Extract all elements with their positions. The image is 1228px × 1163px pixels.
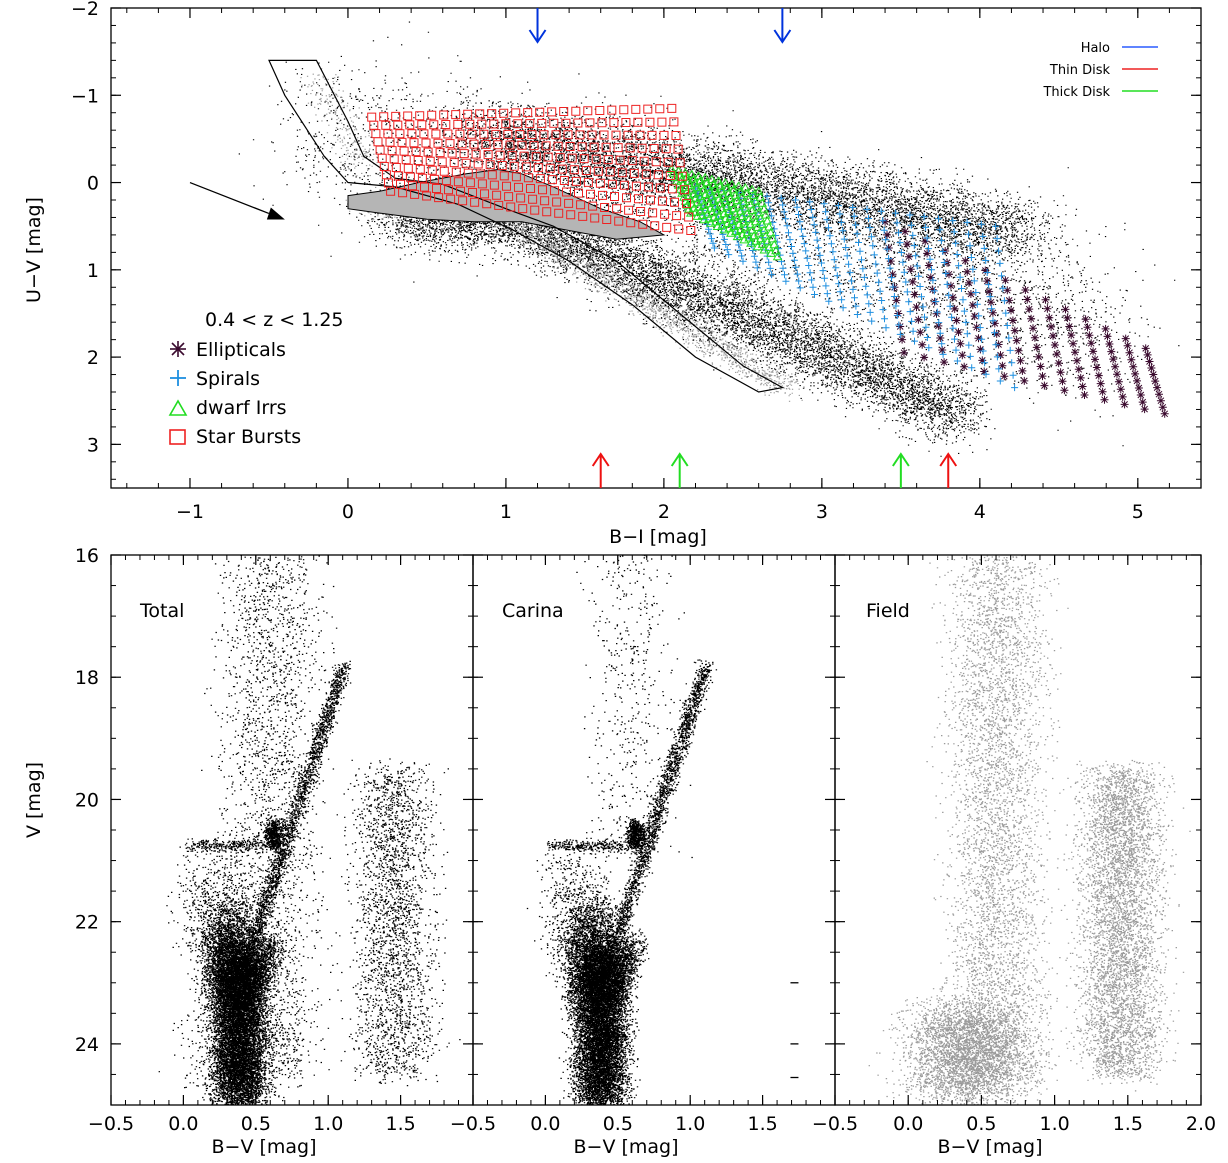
- top-x-tick-label: 0: [342, 501, 354, 523]
- top-y-tick-label: 2: [87, 347, 99, 369]
- field-panel-scatter: [869, 543, 1191, 1120]
- carina-x-tick-label: 1.5: [747, 1113, 777, 1135]
- total-x-tick-label: 0.0: [168, 1113, 198, 1135]
- legend-dwarf-irrs-label: dwarf Irrs: [196, 397, 287, 419]
- legend-dwarf-irrs-marker: [170, 401, 186, 415]
- reddening-vector-line: [190, 183, 269, 214]
- bottom-population-arrow: [893, 454, 909, 488]
- field-x-tick-label: 1.5: [1113, 1113, 1143, 1135]
- carina-x-axis-label: B−V [mag]: [573, 1136, 678, 1158]
- total-x-tick-label: 1.5: [385, 1113, 415, 1135]
- top-y-tick-label: 3: [87, 434, 99, 456]
- top-x-tick-label: 4: [974, 501, 986, 523]
- legend-thick-disk-label: Thick Disk: [1042, 85, 1110, 100]
- top-x-tick-label: 3: [816, 501, 828, 523]
- legend-ellipticals-marker: [170, 341, 186, 357]
- field-star-points: [869, 543, 1191, 1120]
- total-x-tick-label: −0.5: [88, 1113, 134, 1135]
- legend-spirals-label: Spirals: [196, 368, 260, 390]
- top-panel-data-layer: [239, 0, 1180, 457]
- bottom-panels-colour-magnitude-diagrams: −0.5 0.0 0.5 1.0 1.5 −0.5 0.0 0.5 1.0 1.5 −0.5 0.0 0…: [23, 543, 1216, 1158]
- top-population-arrow: [774, 8, 790, 42]
- total-x-tick-label: 1.0: [313, 1113, 343, 1135]
- legend-halo-label: Halo: [1081, 41, 1110, 56]
- bottom-y-tick-label: 22: [75, 912, 99, 934]
- total-panel-scatter: [159, 548, 461, 1127]
- top-annotations: [190, 8, 956, 488]
- legend-ellipticals-label: Ellipticals: [196, 339, 286, 361]
- redshift-annotation: 0.4 < z < 1.25: [205, 309, 344, 331]
- carina-x-tick-label: 0.5: [603, 1113, 633, 1135]
- field-x-tick-label: 1.0: [1039, 1113, 1069, 1135]
- top-panel-color-color-diagram: −1 0 1 2 3 4 5 −2 −1 0 1 2 3 B−I [mag] U−V [mag] 0.4…: [23, 0, 1201, 548]
- total-panel-title: Total: [139, 600, 184, 622]
- field-x-tick-label: 0.0: [893, 1113, 923, 1135]
- bottom-population-arrow: [593, 454, 609, 488]
- top-stellar-locus-outline: [269, 60, 782, 392]
- carina-panel-title: Carina: [502, 600, 564, 622]
- field-x-axis-label: B−V [mag]: [937, 1136, 1042, 1158]
- top-x-tick-label: 5: [1132, 501, 1144, 523]
- top-grey-stellar-locus: [269, 60, 805, 402]
- top-population-arrow: [530, 8, 546, 42]
- bottom-y-tick-label: 24: [75, 1034, 99, 1056]
- carina-x-tick-label: −0.5: [450, 1113, 496, 1135]
- top-y-tick-label: 0: [87, 173, 99, 195]
- carina-star-points: [527, 544, 717, 1129]
- top-x-axis-label: B−I [mag]: [609, 526, 707, 548]
- bottom-y-tick-label: 16: [75, 545, 99, 567]
- bottom-population-arrow: [940, 454, 956, 488]
- population-legend: Halo Thin Disk Thick Disk: [1042, 41, 1158, 100]
- top-y-axis-label: U−V [mag]: [23, 197, 45, 303]
- galaxy-legend: Ellipticals Spirals dwarf Irrs Star Burs…: [170, 339, 301, 448]
- reddening-vector-head: [267, 207, 285, 219]
- top-y-tick-label: 1: [87, 260, 99, 282]
- top-x-tick-label: 1: [500, 501, 512, 523]
- top-y-tick-label: −2: [71, 0, 99, 20]
- carina-panel-scatter: [527, 544, 799, 1129]
- bottom-population-arrow: [672, 454, 688, 488]
- total-x-tick-label: 0.5: [241, 1113, 271, 1135]
- top-galaxy-tracks: [368, 104, 1169, 417]
- bottom-y-axis-label: V [mag]: [23, 762, 45, 838]
- total-x-axis-label: B−V [mag]: [211, 1136, 316, 1158]
- legend-star-bursts-label: Star Bursts: [196, 426, 301, 448]
- top-x-tick-label: 2: [658, 501, 670, 523]
- bottom-y-tick-label: 20: [75, 789, 99, 811]
- bottom-y-tick-label: 18: [75, 667, 99, 689]
- field-x-tick-label: −0.5: [812, 1113, 858, 1135]
- legend-thin-disk-label: Thin Disk: [1049, 63, 1111, 78]
- carina-x-tick-label: 0.0: [530, 1113, 560, 1135]
- top-y-tick-label: −1: [71, 85, 99, 107]
- total-star-points: [159, 548, 461, 1127]
- field-panel-title: Field: [866, 600, 910, 622]
- top-x-tick-label: −1: [176, 501, 204, 523]
- carina-x-tick-label: 1.0: [675, 1113, 705, 1135]
- legend-spirals-marker: [170, 370, 186, 386]
- field-x-tick-label: 0.5: [966, 1113, 996, 1135]
- field-x-tick-label: 2.0: [1186, 1113, 1216, 1135]
- legend-star-bursts-marker: [170, 430, 185, 444]
